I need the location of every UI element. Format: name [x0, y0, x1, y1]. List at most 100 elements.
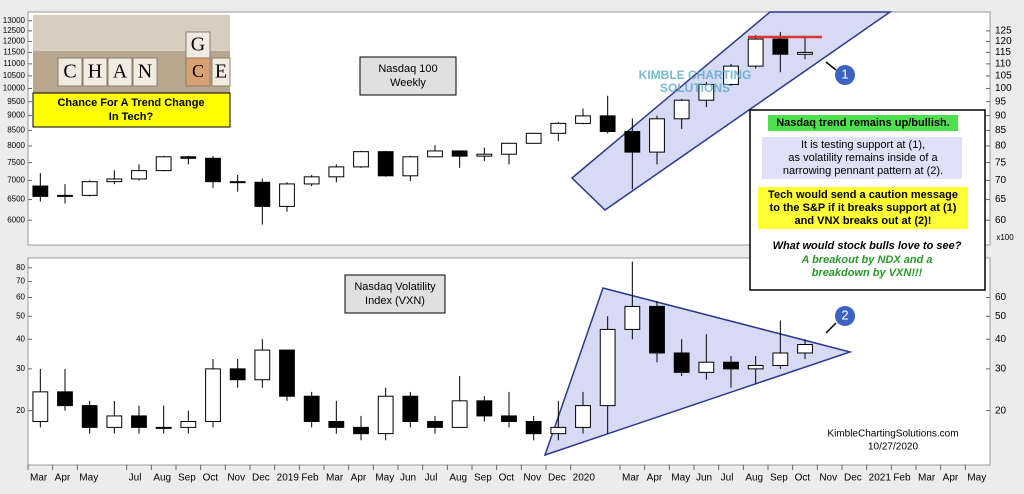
y-tick-label: 11000 [3, 59, 25, 68]
marker-arrow [825, 61, 837, 71]
watermark: SOLUTIONS [660, 81, 730, 95]
candle-body [451, 150, 468, 157]
candle-body [303, 395, 320, 422]
headline: In Tech? [109, 111, 154, 123]
x-tick-label: Oct [795, 473, 811, 484]
y2-tick-label: 125 [995, 26, 1012, 37]
y2-tick-label: 95 [995, 96, 1007, 107]
x-tick-label: Apr [55, 473, 71, 484]
title-box [344, 274, 446, 314]
x-tick-label: 2020 [573, 473, 596, 484]
x-tick-label: Jul [129, 473, 142, 484]
candle-body [698, 83, 715, 101]
candle-body [377, 151, 394, 177]
block [211, 57, 231, 87]
candle-body [427, 150, 443, 158]
y-tick-label: 20 [16, 406, 25, 415]
y2-tick-label: 110 [995, 59, 1011, 70]
candle-body [599, 328, 616, 407]
y2-tick-label: 20 [995, 405, 1007, 416]
y-tick-label: 6500 [7, 195, 25, 204]
pennant [543, 287, 853, 457]
candle-body [402, 156, 419, 177]
y2-tick-label: 105 [995, 71, 1012, 82]
chart-subtitle: Weekly [390, 77, 426, 89]
candle-body [328, 420, 345, 428]
letter: C [192, 61, 204, 81]
credit: KimbleChartingSolutions.com [827, 429, 958, 440]
candle-body [649, 118, 665, 153]
y2-tick-label: 30 [995, 364, 1007, 375]
marker [835, 65, 855, 85]
candle-body [254, 349, 271, 381]
candle-body [747, 38, 764, 67]
block [185, 57, 211, 87]
candle-body [57, 391, 73, 407]
candle-body [772, 38, 789, 55]
x-tick-label: Jun [696, 473, 712, 484]
note: It is testing support at (1), [801, 139, 925, 151]
candle-body [229, 368, 246, 381]
note: Nasdaq trend remains up/bullish. [776, 117, 950, 129]
x-tick-label: Mar [622, 473, 640, 484]
x-tick-label: Dec [548, 473, 566, 484]
candle-body [377, 395, 394, 435]
note-highlight [758, 187, 968, 229]
y-tick-label: 70 [16, 277, 25, 286]
y-tick-label: 8000 [7, 141, 25, 150]
x-tick-label: Jul [721, 473, 734, 484]
candle-body [550, 426, 567, 435]
candle-body [525, 132, 542, 144]
block [107, 57, 133, 87]
candle-body [501, 142, 517, 155]
watermark: KIMBLE CHARTING [639, 68, 752, 82]
candle-body [353, 151, 369, 168]
y2-tick-label: 60 [995, 215, 1007, 226]
y2-tick-label: 90 [995, 110, 1007, 121]
note: What would stock bulls love to see? [773, 240, 962, 252]
letter: A [113, 61, 128, 83]
x-tick-label: Apr [351, 473, 367, 484]
candle-body [254, 181, 271, 207]
y2-tick-label: 40 [995, 334, 1007, 345]
x-tick-label: Sep [770, 473, 788, 484]
x-tick-label: May [375, 473, 394, 484]
y-tick-label: 40 [16, 334, 25, 343]
y2-tick-label: 85 [995, 125, 1007, 136]
x-tick-label: Mar [918, 473, 936, 484]
candle-body [106, 178, 123, 183]
y2-tick-label: 80 [995, 141, 1007, 152]
x-tick-label: Oct [203, 473, 219, 484]
note-highlight [768, 115, 958, 131]
note: A breakout by NDX and a [800, 254, 932, 266]
y-tick-label: 9000 [7, 111, 25, 120]
note: narrowing pennant pattern at (2). [783, 165, 943, 177]
y-tick-label: 10000 [3, 84, 26, 93]
x-tick-label: Sep [178, 473, 196, 484]
candle-body [698, 361, 715, 373]
x-tick-label: Feb [301, 473, 319, 484]
y-tick-label: 60 [16, 293, 25, 302]
x-tick-label: Nov [523, 473, 541, 484]
y2-axis-label: x100 [996, 233, 1014, 242]
letter: N [138, 61, 152, 83]
rising-channel [570, 11, 893, 211]
candle-body [797, 51, 813, 55]
letter: E [215, 61, 227, 83]
candle-body [772, 352, 789, 366]
candle-body [131, 415, 147, 428]
candle-body [205, 368, 221, 422]
y-tick-label: 30 [16, 364, 25, 373]
x-tick-label: Apr [943, 473, 959, 484]
candle-body [131, 170, 147, 180]
credit: 10/27/2020 [868, 442, 918, 453]
chart-title: Nasdaq Volatility [354, 281, 436, 293]
candle-body [180, 156, 197, 159]
note: as volatility remains inside of a [788, 152, 938, 164]
candle-body [155, 426, 172, 429]
y2-tick-label: 100 [995, 83, 1012, 94]
x-tick-label: Aug [153, 473, 171, 484]
candle-body [550, 122, 567, 134]
candle-body [624, 305, 641, 330]
candle-body [673, 99, 690, 120]
